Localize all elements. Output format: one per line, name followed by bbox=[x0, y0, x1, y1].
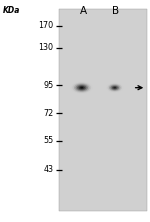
Ellipse shape bbox=[74, 83, 90, 92]
Ellipse shape bbox=[109, 84, 120, 91]
Ellipse shape bbox=[79, 86, 85, 89]
Ellipse shape bbox=[72, 82, 91, 93]
Text: KDa: KDa bbox=[3, 6, 20, 15]
Text: 95: 95 bbox=[43, 81, 53, 90]
Text: A: A bbox=[80, 6, 87, 16]
Ellipse shape bbox=[113, 87, 116, 89]
Text: 130: 130 bbox=[38, 43, 53, 52]
Text: 43: 43 bbox=[43, 165, 53, 174]
Bar bbox=[59, 9, 147, 211]
Text: 72: 72 bbox=[43, 109, 53, 118]
Ellipse shape bbox=[71, 82, 93, 94]
Text: B: B bbox=[112, 6, 119, 16]
Text: 170: 170 bbox=[38, 21, 53, 30]
Ellipse shape bbox=[80, 87, 83, 89]
Text: 55: 55 bbox=[43, 137, 53, 145]
Ellipse shape bbox=[106, 83, 123, 93]
Ellipse shape bbox=[108, 83, 122, 92]
Ellipse shape bbox=[110, 85, 119, 90]
Ellipse shape bbox=[76, 84, 88, 91]
Ellipse shape bbox=[77, 85, 86, 90]
Ellipse shape bbox=[112, 86, 118, 89]
